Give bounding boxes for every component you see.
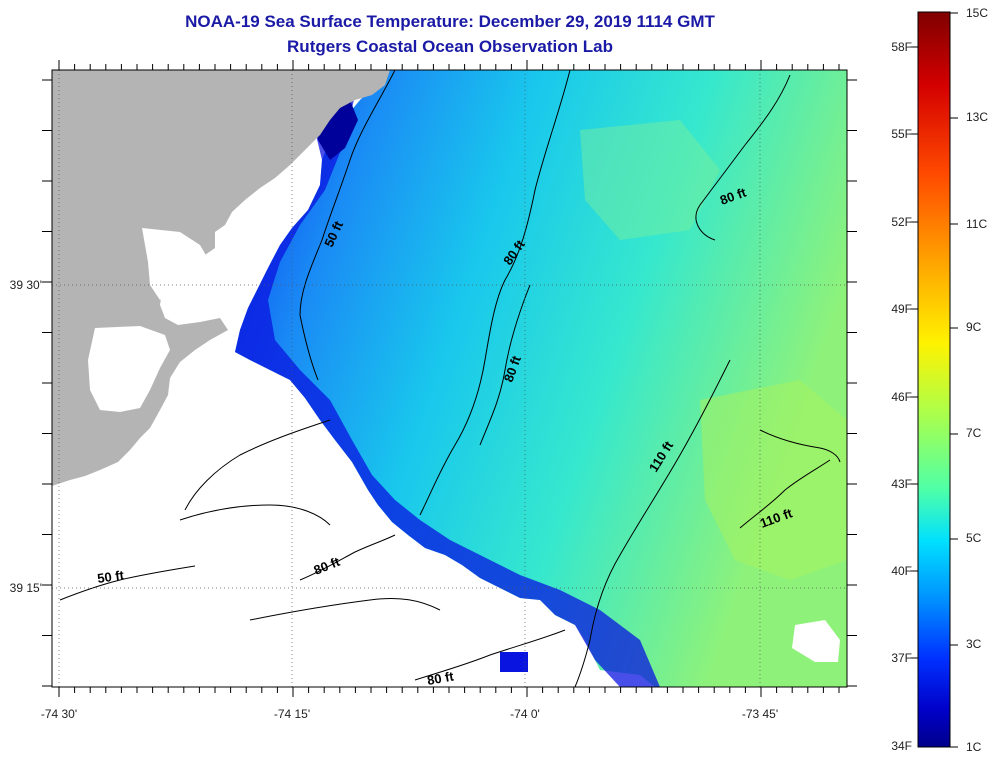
lon-label-7430: -74 30' [41,707,77,721]
colorbar-celsius-labels: 15C 13C 11C 9C 7C 5C 3C 1C [966,6,988,754]
bathymetry-contours [59,70,841,687]
cbar-f-43: 43F [891,477,912,491]
cbar-c-3: 3C [966,637,982,651]
contour-shoal-1 [179,504,331,526]
cbar-f-40: 40F [891,564,912,578]
warm-patch-north [580,120,720,240]
cold-patch-south [500,652,528,672]
cbar-f-52: 52F [891,215,912,229]
back-bay [142,228,210,300]
cbar-c-5: 5C [966,531,982,545]
cbar-f-55: 55F [891,127,912,141]
graticule [52,70,847,687]
contour-50ft-north [299,70,396,381]
cbar-c-11: 11C [966,217,987,231]
contour-shoal-2 [249,597,441,621]
contour-shoal-3 [759,429,841,463]
colorbar-fahrenheit-labels: 58F 55F 52F 49F 46F 43F 40F 37F 34F [891,40,912,753]
contour-50ft-south [59,565,196,601]
cbar-c-9: 9C [966,320,982,334]
contour-110ft-east [739,459,831,529]
contour-label-50ft-south: 50 ft [96,567,125,586]
map-title: NOAA-19 Sea Surface Temperature: Decembe… [185,12,715,31]
cold-coastal-band [235,95,660,687]
cbar-f-58: 58F [891,40,912,54]
contour-80ft-ridge [479,284,531,446]
contour-80ft-bottom [414,629,566,681]
nodata-patch [792,620,840,662]
lat-label-3915: 39 15' [10,581,42,595]
contour-label-80ft-e: 80 ft [426,668,456,688]
cbar-f-49: 49F [891,302,912,316]
cbar-c-7: 7C [966,426,982,440]
back-bay-3 [235,205,275,240]
colorbar-ticks [910,12,958,748]
cbar-f-34: 34F [891,739,912,753]
cbar-c-15: 15C [966,6,988,20]
contour-80ft-northeast [695,74,791,241]
warm-patch [700,380,847,580]
contour-bay-outline [184,419,331,511]
cbar-f-37: 37F [891,651,912,665]
lon-label-7345: -73 45' [742,707,778,721]
lon-label-7400: -74 0' [510,707,540,721]
sst-field [235,70,847,687]
colorbar [917,11,951,748]
contour-80ft-south [299,534,396,581]
contour-80ft-central [419,70,571,516]
contour-110ft [574,359,731,687]
cbar-c-13: 13C [966,110,988,124]
axis-ticks [42,60,857,697]
back-bay-2 [88,326,170,412]
cbar-f-46: 46F [891,390,912,404]
map-subtitle: Rutgers Coastal Ocean Observation Lab [287,37,613,56]
cbar-c-1: 1C [966,740,982,754]
lon-label-7415: -74 15' [274,707,310,721]
lat-label-3930: 39 30' [10,278,42,292]
